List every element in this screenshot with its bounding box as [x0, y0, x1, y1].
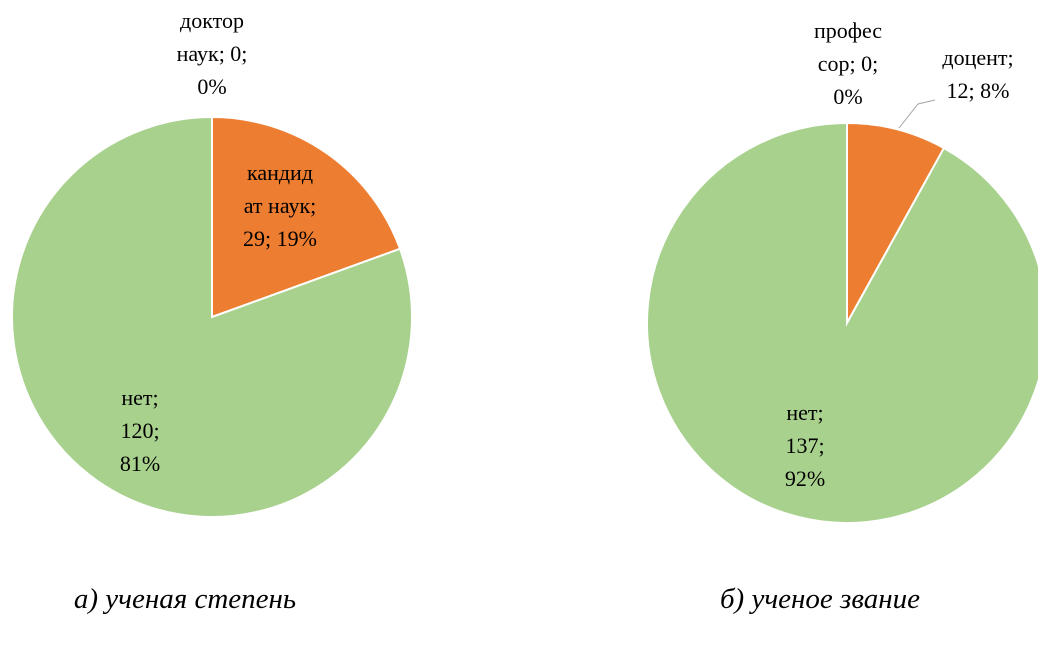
data-label: кандид ат наук; 29; 19%	[243, 160, 317, 251]
pie-slice	[211, 115, 402, 319]
data-label: нет; 137; 92%	[785, 400, 825, 491]
pie-slice	[11, 115, 413, 518]
pie-slice	[846, 121, 946, 327]
data-label: доктор наук; 0; 0%	[177, 8, 248, 99]
pie-slice	[646, 121, 1038, 524]
data-label: нет; 120; 81%	[120, 385, 160, 476]
caption: а) ученая степень	[74, 583, 296, 615]
leader-line	[898, 99, 936, 129]
data-label: доцент; 12; 8%	[942, 45, 1013, 103]
data-label: профес сор; 0; 0%	[814, 18, 882, 109]
caption: б) ученое звание	[720, 583, 920, 615]
